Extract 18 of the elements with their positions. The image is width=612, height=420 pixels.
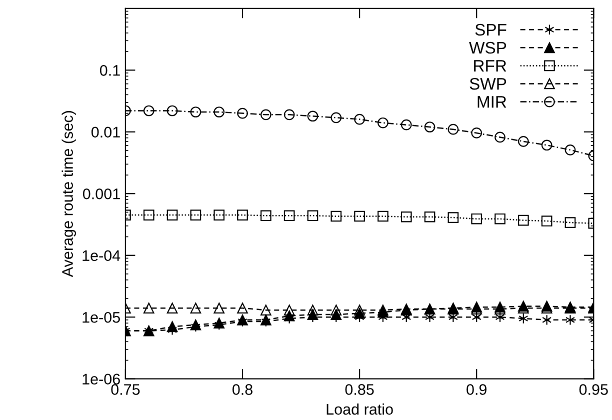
x-tick-label: 0.75 xyxy=(111,384,140,395)
y-tick-label: 1e-04 xyxy=(82,250,120,262)
y-tick-label: 1e-05 xyxy=(82,312,120,323)
x-axis-title: Load ratio xyxy=(326,404,393,415)
legend-label: SPF xyxy=(475,24,506,36)
x-tick-label: 0.9 xyxy=(466,384,486,395)
y-tick-label: 0.001 xyxy=(82,188,120,200)
legend-label: MIR xyxy=(478,96,506,108)
legend-label: SWP xyxy=(470,78,506,90)
x-tick-label: 0.8 xyxy=(232,384,252,395)
y-tick-label: 0.01 xyxy=(91,126,120,138)
y-tick-label: 0.1 xyxy=(100,65,120,76)
y-axis-title: Average route time (sec) xyxy=(62,111,76,278)
x-tick-label: 0.95 xyxy=(579,384,608,395)
x-tick-label: 0.85 xyxy=(345,384,374,395)
legend-label: WSP xyxy=(469,42,506,54)
legend-label: RFR xyxy=(474,60,506,72)
y-tick-label: 1e-06 xyxy=(82,374,120,385)
